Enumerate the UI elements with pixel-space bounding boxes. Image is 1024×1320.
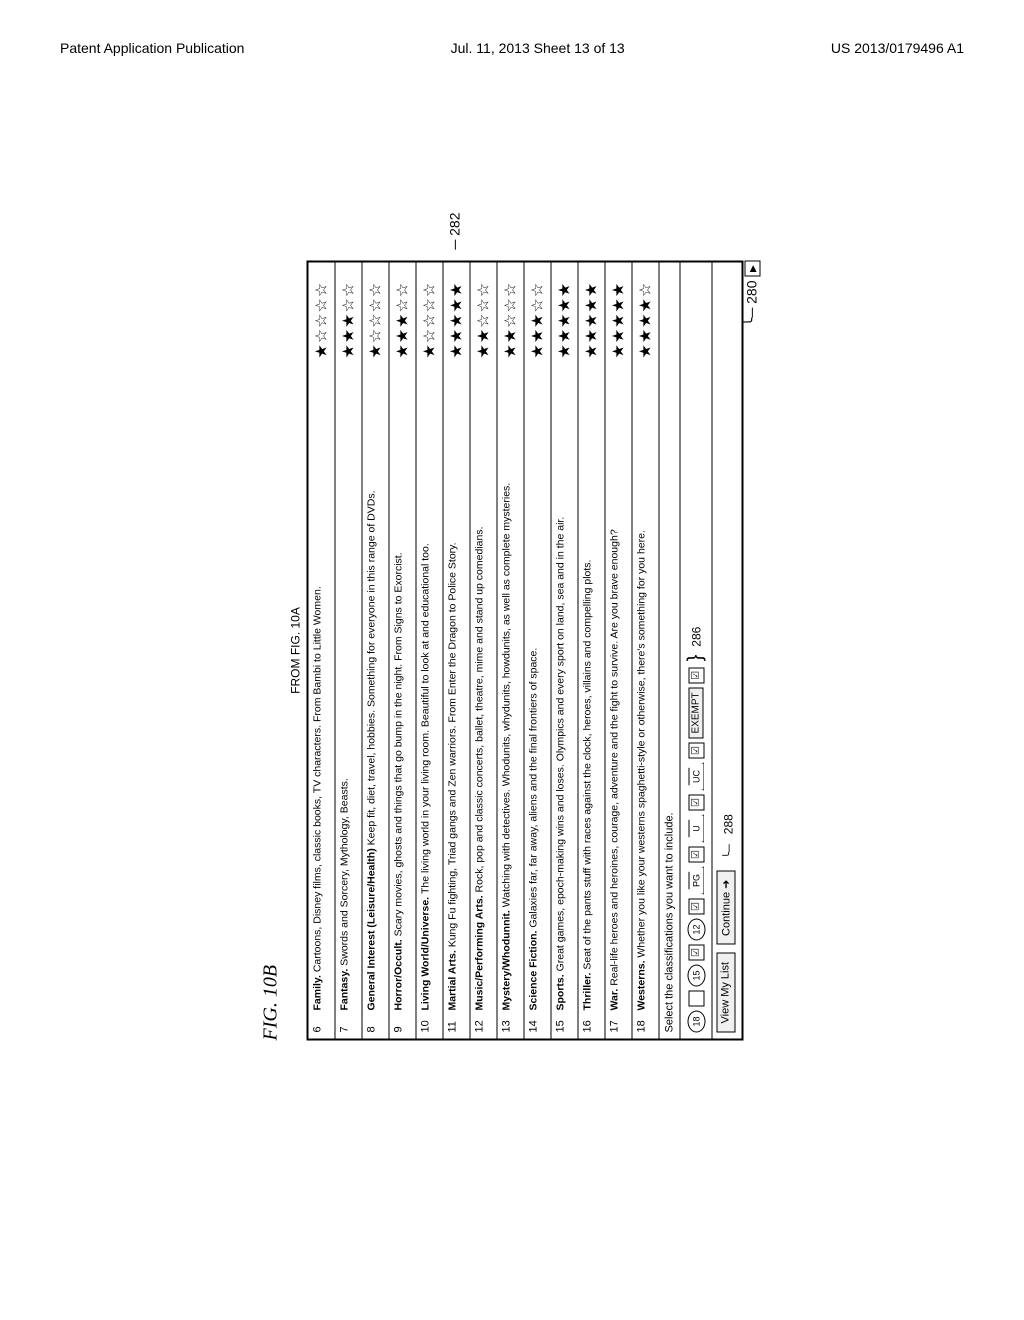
row-description: Westerns. Whether you like your westerns…: [636, 359, 649, 1011]
row-number: 14: [528, 1011, 540, 1033]
continue-button[interactable]: Continue ➜: [717, 871, 736, 945]
rating-stars[interactable]: ★★★★★: [582, 269, 602, 359]
row-description: Music/Performing Arts. Rock, pop and cla…: [474, 359, 487, 1011]
rating-18[interactable]: 18: [687, 1011, 705, 1033]
rating-u-check[interactable]: ☑: [688, 795, 704, 811]
callout-286: 286: [689, 627, 703, 647]
rating-exempt-check[interactable]: ☑: [688, 667, 704, 683]
header-right: US 2013/0179496 A1: [831, 40, 964, 56]
classification-row[interactable]: 16Thriller. Seat of the pants stuff with…: [579, 263, 606, 1039]
rating-stars[interactable]: ★★★★☆: [636, 269, 656, 359]
rating-stars[interactable]: ★★☆☆☆: [501, 269, 521, 359]
row-description: Living World/Universe. The living world …: [420, 359, 433, 1011]
row-description: Thriller. Seat of the pants stuff with r…: [582, 359, 595, 1011]
from-figure-label: FROM FIG. 10A: [289, 261, 303, 1041]
classification-row[interactable]: 9Horror/Occult. Scary movies, ghosts and…: [390, 263, 417, 1039]
figure-label: FIG. 10B: [260, 261, 283, 1041]
callout-288: 288: [722, 814, 736, 834]
rating-pg[interactable]: PG: [688, 867, 704, 895]
row-number: 12: [474, 1011, 486, 1033]
rating-stars[interactable]: ★☆☆☆☆: [366, 269, 386, 359]
callout-282: ─ 282: [447, 213, 463, 250]
header-center: Jul. 11, 2013 Sheet 13 of 13: [244, 40, 830, 56]
row-number: 8: [366, 1011, 378, 1033]
rating-stars[interactable]: ★★★★★: [555, 269, 575, 359]
row-description: Sports. Great games, epoch-making wins a…: [555, 359, 568, 1011]
classification-row[interactable]: 7Fantasy. Swords and Sorcery, Mythology,…: [336, 263, 363, 1039]
ratings-row: 18 15 ☑ 12 ☑ PG ☑ U ☑ UC ☑ EXEMPT ☑ } 28…: [680, 263, 712, 1039]
rating-18-check[interactable]: [688, 991, 704, 1007]
callout-288-line: ╰─: [723, 844, 736, 858]
rating-15[interactable]: 15: [687, 965, 705, 987]
rating-stars[interactable]: ★☆☆☆☆: [312, 269, 332, 359]
rating-exempt[interactable]: EXEMPT: [689, 687, 704, 738]
row-number: 15: [555, 1011, 567, 1033]
classification-row[interactable]: 12Music/Performing Arts. Rock, pop and c…: [471, 263, 498, 1039]
row-description: Fantasy. Swords and Sorcery, Mythology, …: [339, 359, 352, 1011]
classification-row[interactable]: 8General Interest (Leisure/Health) Keep …: [363, 263, 390, 1039]
classification-row[interactable]: 11Martial Arts. Kung Fu fighting, Triad …: [444, 263, 471, 1039]
classification-row[interactable]: 6Family. Cartoons, Disney films, classic…: [309, 263, 336, 1039]
figure-panel: FIG. 10B FROM FIG. 10A 6Family. Cartoons…: [260, 261, 761, 1041]
continue-arrow-icon: ➜: [721, 880, 733, 889]
row-description: Horror/Occult. Scary movies, ghosts and …: [393, 359, 406, 1011]
row-number: 9: [393, 1011, 405, 1033]
classification-panel: 6Family. Cartoons, Disney films, classic…: [307, 261, 744, 1041]
row-number: 10: [420, 1011, 432, 1033]
rating-12[interactable]: 12: [687, 919, 705, 941]
scroll-corner-icon[interactable]: ▶: [745, 261, 761, 277]
buttons-row: View My List Continue ➜ ╰─ 288: [712, 263, 742, 1039]
row-number: 6: [312, 1011, 324, 1033]
classification-row[interactable]: 14Science Fiction. Galaxies far, far awa…: [525, 263, 552, 1039]
classification-row[interactable]: 15Sports. Great games, epoch-making wins…: [552, 263, 579, 1039]
classification-row[interactable]: 18Westerns. Whether you like your wester…: [633, 263, 660, 1039]
rating-stars[interactable]: ★★★★★: [609, 269, 629, 359]
row-number: 7: [339, 1011, 351, 1033]
view-list-button[interactable]: View My List: [717, 953, 736, 1033]
row-description: General Interest (Leisure/Health) Keep f…: [366, 359, 379, 1011]
rating-stars[interactable]: ★★★☆☆: [339, 269, 359, 359]
row-description: Mystery/Whodunnit. Watching with detecti…: [501, 359, 514, 1011]
callout-280: 280: [744, 281, 760, 304]
row-description: War. Real-life heroes and heroines, cour…: [609, 359, 622, 1011]
row-number: 18: [636, 1011, 648, 1033]
row-number: 13: [501, 1011, 513, 1033]
callout-280-line: ╰─: [744, 308, 760, 326]
row-number: 11: [447, 1011, 459, 1033]
continue-label: Continue: [721, 892, 733, 936]
classification-row[interactable]: 13Mystery/Whodunnit. Watching with detec…: [498, 263, 525, 1039]
rating-stars[interactable]: ★★★☆☆: [528, 269, 548, 359]
rating-stars[interactable]: ★★☆☆☆: [474, 269, 494, 359]
classification-row[interactable]: 10Living World/Universe. The living worl…: [417, 263, 444, 1039]
row-description: Family. Cartoons, Disney films, classic …: [312, 359, 325, 1011]
row-number: 17: [609, 1011, 621, 1033]
brace-icon: }: [685, 655, 708, 662]
rating-u[interactable]: U: [688, 815, 704, 843]
rating-stars[interactable]: ★☆☆☆☆: [420, 269, 440, 359]
rating-stars[interactable]: ★★★☆☆: [393, 269, 413, 359]
rating-pg-check[interactable]: ☑: [688, 847, 704, 863]
row-description: Martial Arts. Kung Fu fighting, Triad ga…: [447, 359, 460, 1011]
rating-stars[interactable]: ★★★★★: [447, 269, 467, 359]
classification-row[interactable]: 17War. Real-life heroes and heroines, co…: [606, 263, 633, 1039]
header-left: Patent Application Publication: [60, 40, 244, 56]
row-description: Science Fiction. Galaxies far, far away,…: [528, 359, 541, 1011]
rating-15-check[interactable]: ☑: [688, 945, 704, 961]
rating-12-check[interactable]: ☑: [688, 899, 704, 915]
rating-uc-check[interactable]: ☑: [688, 743, 704, 759]
row-number: 16: [582, 1011, 594, 1033]
select-instruction: Select the classifications you want to i…: [660, 263, 680, 1039]
rating-uc[interactable]: UC: [688, 763, 704, 791]
